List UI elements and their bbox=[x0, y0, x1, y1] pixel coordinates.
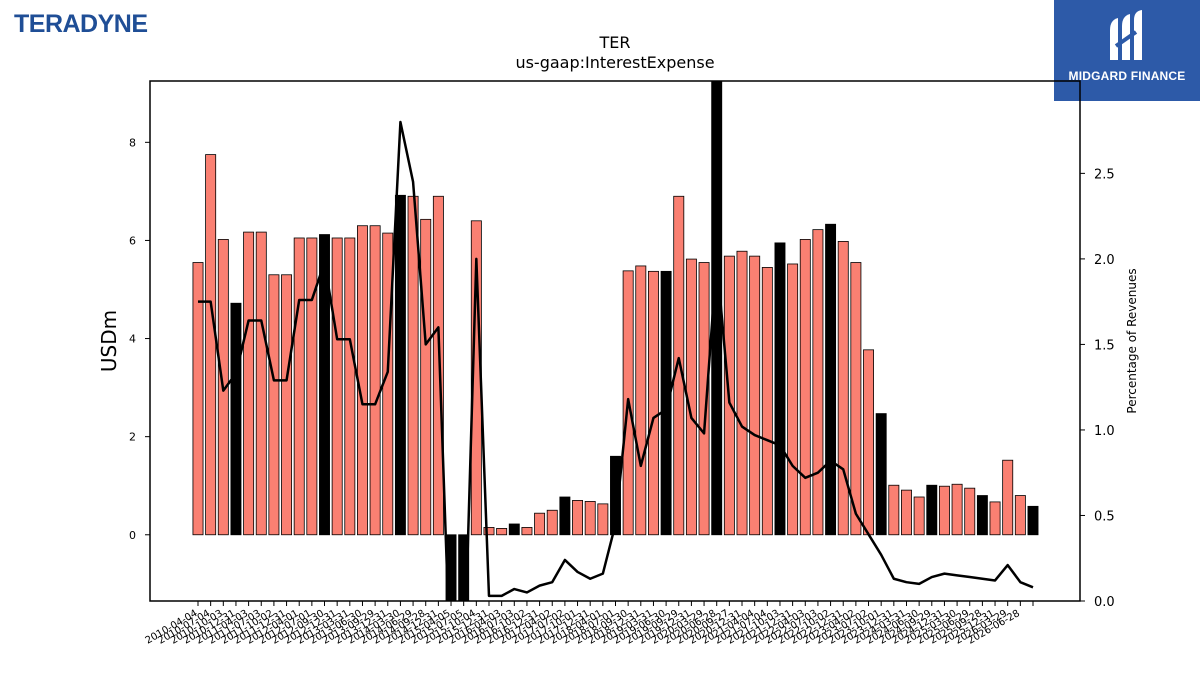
midgard-finance-logo: MIDGARD FINANCE bbox=[1054, 0, 1200, 101]
y-axis-label: USDm bbox=[97, 310, 121, 372]
bar bbox=[496, 528, 508, 536]
bar bbox=[559, 496, 571, 536]
bar bbox=[205, 154, 217, 536]
bar bbox=[243, 231, 255, 536]
right-axis: 0.0 0.5 1.0 1.5 2.0 2.5 bbox=[1080, 167, 1115, 610]
line-layer bbox=[198, 120, 1034, 601]
bar bbox=[635, 265, 647, 536]
bar bbox=[597, 503, 609, 536]
x-axis: 2010-04-042010-07-042010-10-032010-12-31… bbox=[144, 601, 1034, 647]
y2-tick-label: 1.0 bbox=[1094, 424, 1115, 439]
bar bbox=[610, 455, 621, 536]
bar bbox=[964, 487, 976, 536]
bar bbox=[369, 225, 381, 536]
y2-tick-label: 1.5 bbox=[1094, 338, 1115, 353]
bar bbox=[951, 483, 963, 536]
bar bbox=[344, 237, 356, 536]
bar bbox=[850, 262, 862, 536]
bar bbox=[546, 509, 558, 536]
bar bbox=[458, 534, 470, 601]
chart-subtitle: us-gaap:InterestExpense bbox=[515, 53, 714, 72]
bar bbox=[255, 231, 267, 536]
bar bbox=[1002, 459, 1014, 536]
bar bbox=[888, 484, 900, 536]
bar bbox=[534, 512, 546, 536]
bar bbox=[407, 195, 419, 536]
left-axis: 0 2 4 6 8 bbox=[129, 136, 150, 542]
bar bbox=[673, 195, 685, 536]
percentage-line bbox=[198, 120, 1034, 601]
bar bbox=[1027, 505, 1039, 536]
y2-tick-label: 2.5 bbox=[1094, 167, 1115, 182]
bar bbox=[698, 262, 710, 536]
bar bbox=[774, 242, 786, 536]
bar bbox=[989, 501, 1001, 536]
bar bbox=[483, 527, 495, 536]
bar bbox=[812, 229, 824, 536]
bar bbox=[736, 250, 748, 536]
bar bbox=[281, 274, 293, 536]
midgard-emblem-icon bbox=[1110, 10, 1142, 60]
bar bbox=[825, 223, 837, 536]
midgard-finance-label: MIDGARD FINANCE bbox=[1068, 69, 1186, 83]
bar bbox=[761, 267, 773, 536]
bar bbox=[976, 495, 988, 536]
y2-tick-label: 2.0 bbox=[1094, 253, 1115, 268]
y2-axis-label: Percentage of Revenues bbox=[1125, 268, 1139, 413]
bar bbox=[508, 523, 520, 536]
bar bbox=[584, 501, 596, 536]
y-tick-label: 2 bbox=[129, 431, 136, 444]
y-tick-label: 6 bbox=[129, 234, 136, 247]
bar bbox=[230, 302, 242, 536]
y-tick-label: 0 bbox=[129, 529, 136, 542]
bar bbox=[572, 500, 583, 536]
bar bbox=[938, 485, 950, 536]
bar bbox=[268, 274, 280, 536]
bar bbox=[799, 239, 811, 536]
bar bbox=[913, 496, 925, 536]
bar bbox=[901, 489, 912, 536]
bar bbox=[192, 262, 204, 536]
bar bbox=[331, 237, 343, 536]
bar bbox=[837, 241, 849, 536]
teradyne-logo: TERADYNE bbox=[14, 10, 148, 38]
y-tick-label: 8 bbox=[129, 136, 136, 149]
bar bbox=[926, 484, 938, 536]
y2-tick-label: 0.0 bbox=[1094, 595, 1115, 610]
bar bbox=[863, 349, 874, 536]
chart-title: TER bbox=[599, 33, 631, 52]
bar bbox=[660, 270, 672, 536]
y2-tick-label: 0.5 bbox=[1094, 509, 1115, 524]
bar bbox=[306, 237, 318, 536]
bar bbox=[749, 255, 761, 536]
bar bbox=[521, 527, 533, 536]
bar bbox=[432, 195, 444, 536]
bar bbox=[1014, 495, 1026, 536]
y-tick-label: 4 bbox=[129, 333, 136, 346]
bar bbox=[293, 237, 305, 536]
bar bbox=[787, 263, 799, 536]
bar bbox=[319, 234, 330, 536]
bar bbox=[394, 194, 406, 536]
bar bbox=[875, 413, 887, 536]
bar bbox=[420, 218, 432, 536]
bar bbox=[647, 270, 659, 536]
